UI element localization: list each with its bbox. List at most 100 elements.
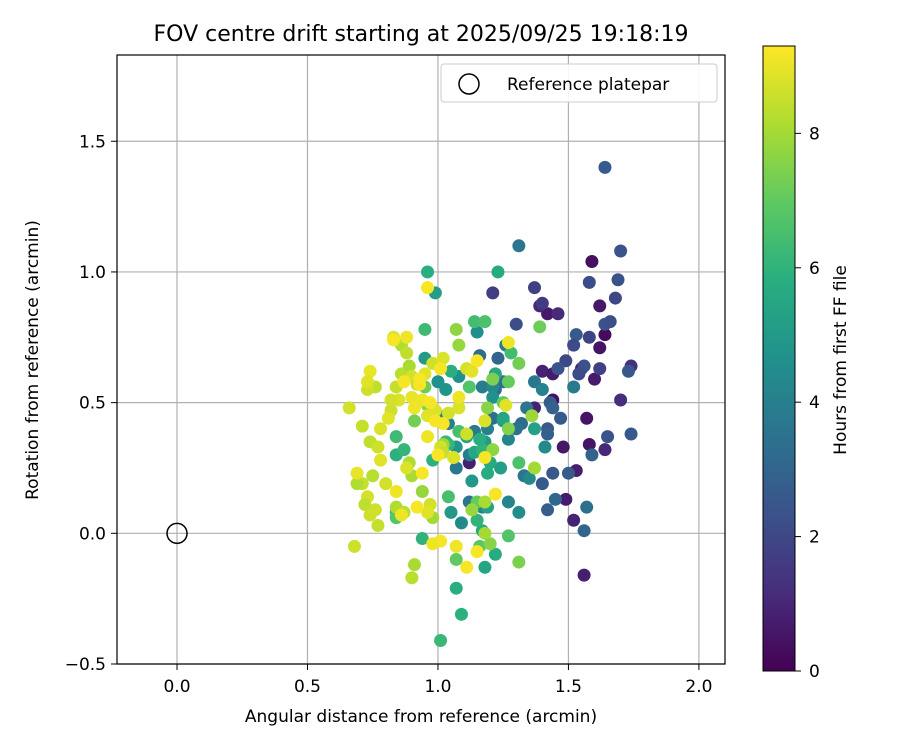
data-point [449, 539, 463, 553]
data-point [449, 322, 463, 336]
data-point [460, 560, 474, 574]
data-point [577, 568, 591, 582]
data-point [347, 539, 361, 553]
data-point [478, 315, 492, 329]
data-point [431, 448, 445, 462]
colorbar-tick-label: 6 [809, 259, 820, 279]
colorbar-ticks: 0 2 4 6 8 [795, 124, 820, 682]
data-point [478, 526, 492, 540]
x-tick-label: 1.5 [555, 677, 582, 697]
colorbar-tick-label: 2 [809, 528, 820, 548]
data-point [478, 451, 492, 465]
data-point [494, 461, 508, 475]
data-point [496, 411, 510, 425]
data-point [491, 351, 505, 365]
data-point [342, 401, 356, 415]
data-point [410, 500, 424, 514]
data-point [452, 401, 466, 415]
data-point [501, 529, 515, 543]
data-point [413, 377, 427, 391]
data-point [585, 254, 599, 268]
data-point [541, 427, 555, 441]
data-point [580, 500, 594, 514]
data-point [397, 443, 411, 457]
data-point [504, 346, 518, 360]
data-point [423, 396, 437, 410]
data-point [499, 398, 513, 412]
data-point [355, 419, 369, 433]
data-point [441, 490, 455, 504]
data-point [444, 364, 458, 378]
plot-frame [116, 54, 726, 665]
data-point [624, 427, 638, 441]
data-point [475, 380, 489, 394]
data-point [512, 356, 526, 370]
data-point [473, 432, 487, 446]
data-point [501, 422, 515, 436]
x-tick-label: 1.0 [424, 677, 451, 697]
y-tick-label: 1.5 [79, 132, 106, 152]
data-point [535, 383, 549, 397]
chart-title: FOV centre drift starting at 2025/09/25 … [154, 22, 689, 47]
data-point [465, 474, 479, 488]
x-tick-label: 2.0 [685, 677, 712, 697]
y-axis-label: Rotation from reference (arcmin) [23, 220, 43, 500]
data-point [454, 607, 468, 621]
data-point [538, 440, 552, 454]
colorbar: 0 2 4 6 8 Hours from first FF file [762, 45, 851, 682]
data-point [621, 364, 635, 378]
data-point [400, 461, 414, 475]
data-point [361, 375, 375, 389]
x-tick-label: 0.5 [294, 677, 321, 697]
data-point [546, 466, 560, 480]
data-point [593, 299, 607, 313]
data-point [582, 437, 596, 451]
data-point [551, 362, 565, 376]
data-point [465, 364, 479, 378]
data-point [470, 325, 484, 339]
data-point [389, 484, 403, 498]
x-tick-label: 0.0 [163, 677, 190, 697]
data-point [488, 487, 502, 501]
data-point [434, 633, 448, 647]
data-point [535, 364, 549, 378]
data-point [481, 401, 495, 415]
legend-entry-reference: Reference platepar [507, 75, 669, 95]
data-point [546, 401, 560, 415]
data-point [481, 466, 495, 480]
data-point [478, 560, 492, 574]
data-point [572, 367, 586, 381]
data-point [528, 422, 542, 436]
data-point [593, 341, 607, 355]
data-point [608, 291, 622, 305]
data-point [556, 440, 570, 454]
data-point [491, 265, 505, 279]
data-point [436, 417, 450, 431]
data-point [551, 307, 565, 321]
data-point [415, 484, 429, 498]
colorbar-tick-label: 0 [809, 662, 820, 682]
data-point [389, 430, 403, 444]
x-axis-ticks: 0.0 0.5 1.0 1.5 2.0 [163, 664, 712, 697]
data-point [488, 547, 502, 561]
data-point [512, 456, 526, 470]
data-point [535, 477, 549, 491]
data-point [421, 265, 435, 279]
colorbar-gradient [762, 45, 796, 672]
data-point [449, 552, 463, 566]
data-point [541, 503, 555, 517]
data-point [483, 537, 497, 551]
legend-reference-marker [458, 73, 480, 95]
data-point [577, 524, 591, 538]
data-point [350, 477, 364, 491]
data-point [421, 505, 435, 519]
data-point [374, 453, 388, 467]
data-point [611, 273, 625, 287]
data-point [441, 406, 455, 420]
reference-platepar-marker [166, 522, 188, 545]
data-point [467, 315, 481, 329]
data-point [397, 375, 411, 389]
data-point [486, 372, 500, 386]
data-point [603, 315, 617, 329]
data-point [407, 401, 421, 415]
